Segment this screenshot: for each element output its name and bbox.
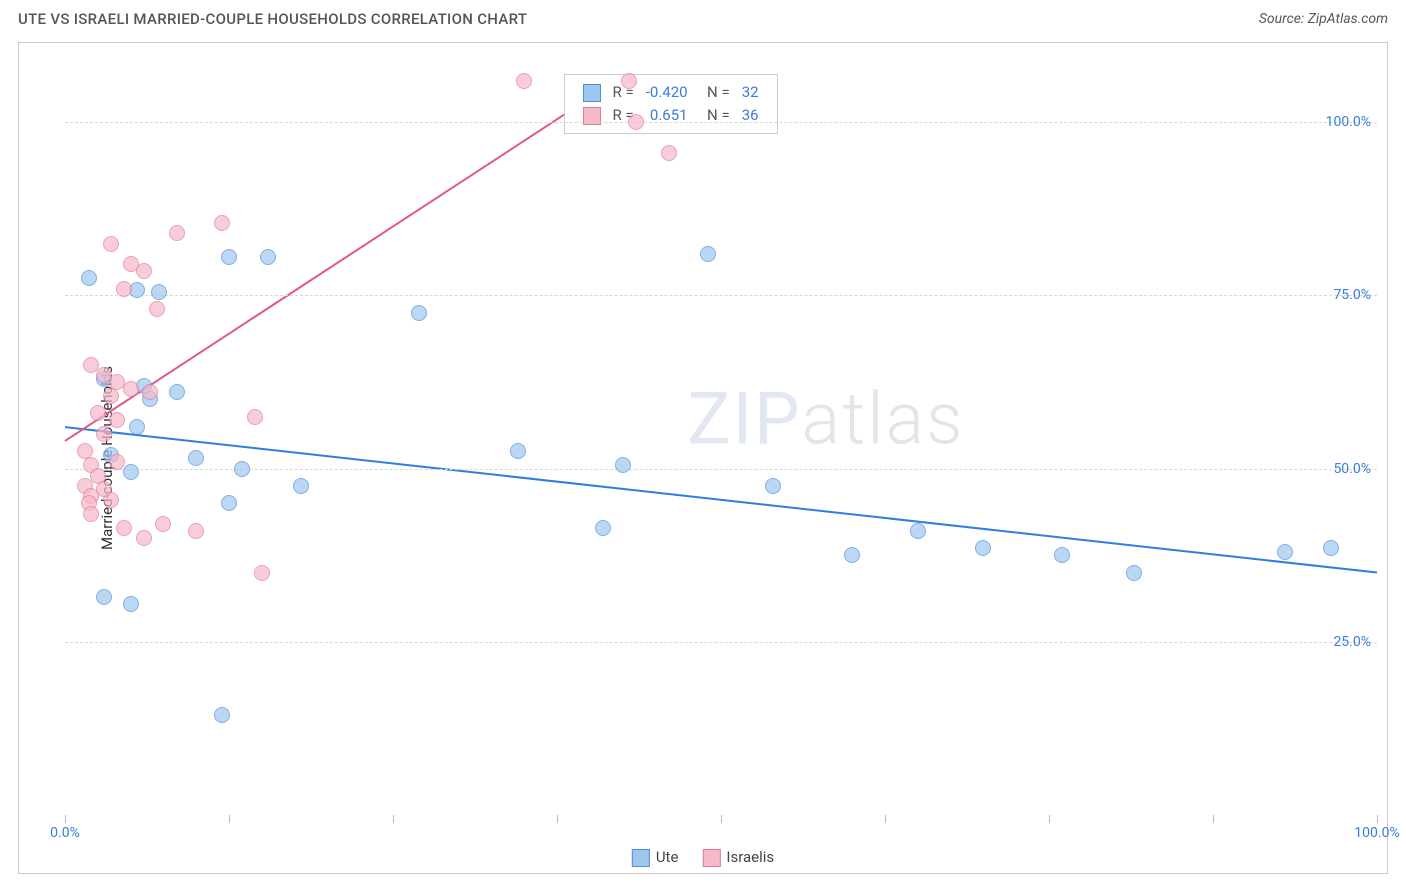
data-point [96,589,112,605]
data-point [628,114,644,130]
source-credit: Source: ZipAtlas.com [1259,11,1388,27]
data-point [123,381,139,397]
data-point [169,384,185,400]
data-point [214,707,230,723]
data-point [116,281,132,297]
data-point [221,249,237,265]
data-point [516,73,532,89]
plot-area: ZIPatlas R =-0.420 N =32R =0.651 N =36 2… [65,53,1377,815]
data-point [90,405,106,421]
data-point [129,419,145,435]
gridline [65,295,1377,296]
data-point [155,516,171,532]
stats-legend: R =-0.420 N =32R =0.651 N =36 [564,74,778,134]
x-tick [229,815,230,823]
data-point [149,301,165,317]
x-tick [393,815,394,823]
data-point [214,215,230,231]
x-tick [721,815,722,823]
data-point [621,73,637,89]
x-tick [557,815,558,823]
data-point [96,481,112,497]
x-tick [65,815,66,823]
data-point [700,246,716,262]
y-tick-label: 50.0% [1333,461,1371,477]
data-point [293,478,309,494]
data-point [221,495,237,511]
data-point [910,523,926,539]
stat-label: N = [694,104,736,127]
data-point [123,464,139,480]
data-point [103,388,119,404]
x-tick-label: 0.0% [50,825,80,841]
x-tick-label: 100.0% [1354,825,1399,841]
y-tick-label: 25.0% [1333,634,1371,650]
stat-n-value: 32 [736,81,765,104]
data-point [103,236,119,252]
data-point [1323,540,1339,556]
data-point [109,412,125,428]
data-point [136,263,152,279]
data-point [96,426,112,442]
data-point [142,384,158,400]
data-point [1277,544,1293,560]
data-point [510,443,526,459]
data-point [254,565,270,581]
y-tick-label: 100.0% [1326,114,1371,130]
data-point [615,457,631,473]
data-point [975,540,991,556]
trendlines-layer [65,53,1377,815]
data-point [136,530,152,546]
legend-swatch [702,849,720,867]
chart-title: UTE VS ISRAELI MARRIED-COUPLE HOUSEHOLDS… [18,10,527,28]
x-tick [1377,815,1378,823]
data-point [123,596,139,612]
data-point [109,454,125,470]
stat-n-value: 36 [736,104,765,127]
legend-item: Ute [632,848,679,867]
y-tick-label: 75.0% [1333,287,1371,303]
legend-swatch [632,849,650,867]
data-point [188,523,204,539]
x-tick [1049,815,1050,823]
gridline [65,122,1377,123]
gridline [65,642,1377,643]
data-point [1054,547,1070,563]
data-point [81,270,97,286]
data-point [169,225,185,241]
x-tick [885,815,886,823]
stat-r-value: 0.651 [640,104,694,127]
x-tick [1213,815,1214,823]
data-point [411,305,427,321]
data-point [151,284,167,300]
stat-r-value: -0.420 [640,81,694,104]
data-point [247,409,263,425]
data-point [188,450,204,466]
legend-swatch [583,84,601,102]
trendline [65,427,1377,572]
data-point [1126,565,1142,581]
data-point [116,520,132,536]
stat-label: N = [694,81,736,104]
data-point [765,478,781,494]
data-point [844,547,860,563]
data-point [661,145,677,161]
x-axis: 0.0%100.0% [65,815,1377,839]
series-legend: Ute Israelis [632,848,774,867]
data-point [83,506,99,522]
data-point [260,249,276,265]
legend-item: Israelis [702,848,774,867]
gridline [65,469,1377,470]
data-point [234,461,250,477]
chart-container: Married-couple Households ZIPatlas R =-0… [18,42,1388,874]
data-point [595,520,611,536]
